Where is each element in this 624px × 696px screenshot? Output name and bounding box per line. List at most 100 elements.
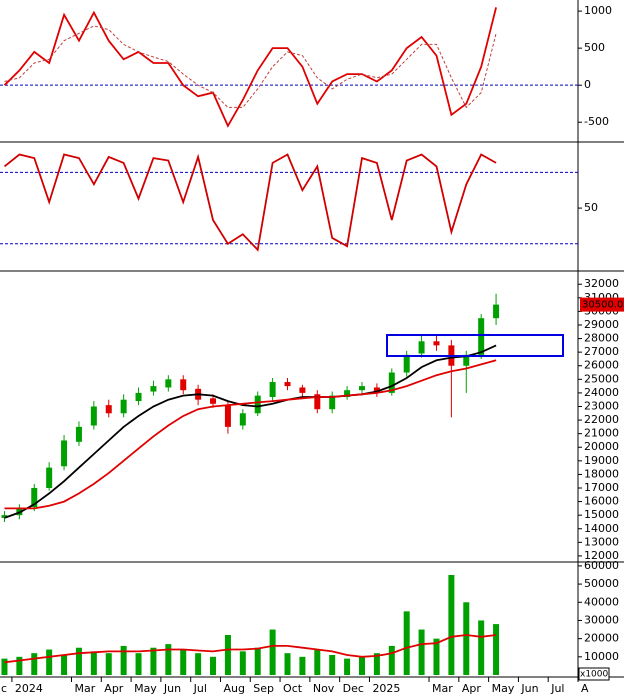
- candle-body: [418, 341, 425, 354]
- candle-body: [239, 413, 246, 426]
- x-tick-label: Nov: [313, 682, 335, 695]
- line-series: [4, 359, 497, 510]
- line-series: [3, 153, 497, 252]
- volume-bar: [493, 624, 500, 675]
- candle-body: [463, 354, 470, 366]
- highlight-box: [386, 334, 564, 357]
- volume-bar: [284, 653, 291, 675]
- x-tick-label: Jul: [193, 682, 207, 695]
- volume-bar: [344, 658, 351, 675]
- candle-body: [46, 467, 53, 488]
- y-tick-label: 10000: [584, 650, 619, 663]
- x-tick-label: 2025: [372, 682, 400, 695]
- line-series: [4, 344, 497, 519]
- volume-bar: [120, 645, 127, 675]
- candle-body: [135, 392, 142, 402]
- y-tick-label: 21000: [584, 427, 619, 440]
- volume-bar: [329, 655, 336, 675]
- candle-body: [224, 405, 231, 427]
- volume-bar: [418, 629, 425, 675]
- x-tick-label: Jun: [163, 682, 181, 695]
- y-tick-label: 1000: [584, 4, 612, 17]
- y-tick-label: 16000: [584, 495, 619, 508]
- volume-bar: [403, 611, 410, 675]
- x-tick-label: May: [134, 682, 157, 695]
- candle-body: [284, 382, 291, 387]
- candle-body: [120, 399, 127, 414]
- volume-bar: [16, 656, 23, 675]
- x-tick-label: A: [581, 682, 589, 695]
- candle-body: [31, 488, 38, 508]
- x-tick-label: Mar: [432, 682, 453, 695]
- y-tick-label: 28000: [584, 332, 619, 345]
- volume-bar: [180, 649, 187, 675]
- x-tick-label: c: [1, 682, 7, 695]
- x-tick-label: Jun: [520, 682, 538, 695]
- volume-bar: [105, 653, 112, 675]
- last-price-box: [580, 297, 624, 312]
- volume-bar: [90, 651, 97, 675]
- candle-body: [61, 440, 68, 467]
- y-tick-label: 25000: [584, 372, 619, 385]
- volume-bar: [299, 656, 306, 675]
- candle-body: [344, 390, 351, 397]
- candle-body: [478, 318, 485, 355]
- candle-body: [403, 354, 410, 373]
- x-tick-label: Apr: [104, 682, 124, 695]
- candle-body: [388, 372, 395, 393]
- candle-body: [358, 386, 365, 391]
- y-tick-label: -500: [584, 115, 609, 128]
- line-series: [3, 7, 497, 128]
- volume-bar: [61, 655, 68, 675]
- volume-bar: [448, 575, 455, 675]
- candle-body: [373, 387, 380, 393]
- y-tick-label: 12000: [584, 549, 619, 562]
- y-tick-label: 500: [584, 41, 605, 54]
- y-tick-label: 14000: [584, 522, 619, 535]
- candle-body: [314, 394, 321, 410]
- candle-body: [90, 406, 97, 426]
- y-tick-label: 26000: [584, 359, 619, 372]
- y-tick-label: 20000: [584, 440, 619, 453]
- candle-body: [329, 395, 336, 410]
- unit-box: [578, 667, 610, 681]
- y-tick-label: 18000: [584, 467, 619, 480]
- y-tick-label: 13000: [584, 535, 619, 548]
- candle-body: [1, 515, 8, 518]
- x-tick-label: Jul: [550, 682, 564, 695]
- volume-bar: [388, 645, 395, 675]
- candle-body: [150, 386, 157, 392]
- candle-body: [433, 341, 440, 346]
- x-tick-label: Mar: [75, 682, 96, 695]
- x-tick-label: 2024: [15, 682, 43, 695]
- x-tick-label: Apr: [462, 682, 482, 695]
- volume-bar: [373, 653, 380, 675]
- volume-bar: [239, 651, 246, 675]
- candle-body: [75, 426, 82, 442]
- line-series: [4, 25, 497, 109]
- y-tick-label: 60000: [584, 559, 619, 572]
- x-tick-label: Dec: [343, 682, 364, 695]
- candle-body: [210, 398, 217, 404]
- y-tick-label: 22000: [584, 413, 619, 426]
- volume-bar: [478, 620, 485, 675]
- y-tick-label: 19000: [584, 454, 619, 467]
- y-tick-label: 20000: [584, 632, 619, 645]
- volume-bar: [165, 644, 172, 675]
- x-tick-label: Aug: [223, 682, 244, 695]
- y-tick-label: 29000: [584, 318, 619, 331]
- y-tick-label: 30000: [584, 613, 619, 626]
- line-series: [4, 634, 497, 664]
- volume-bar: [31, 653, 38, 675]
- y-tick-label: 0: [584, 78, 591, 91]
- y-tick-label: 15000: [584, 508, 619, 521]
- volume-bar: [433, 638, 440, 675]
- candle-body: [299, 387, 306, 393]
- x-tick-label: Oct: [283, 682, 303, 695]
- volume-bar: [75, 647, 82, 675]
- x-tick-label: May: [492, 682, 515, 695]
- volume-bar: [210, 656, 217, 675]
- y-tick-label: 50000: [584, 577, 619, 590]
- candle-body: [269, 382, 276, 397]
